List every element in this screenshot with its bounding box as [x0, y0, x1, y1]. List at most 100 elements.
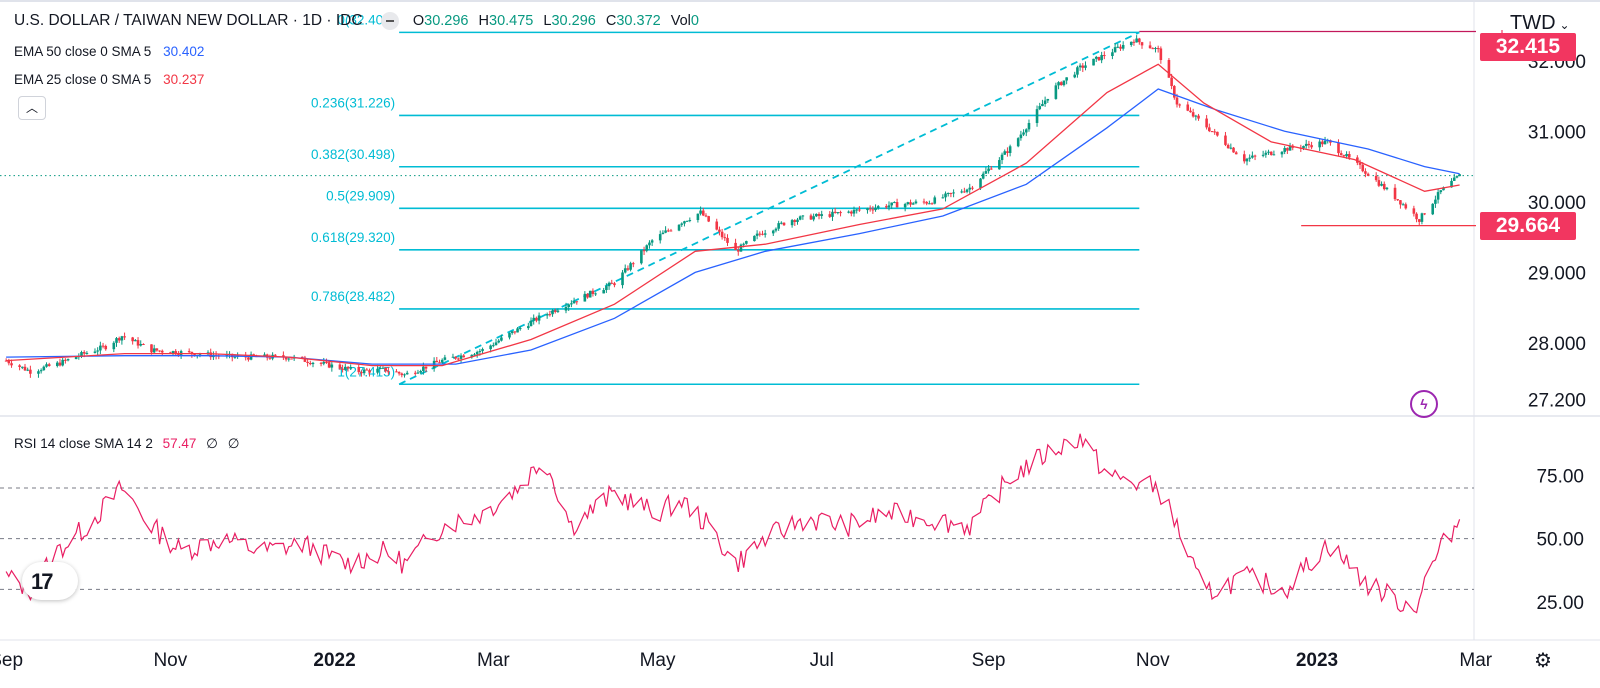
candle-body — [1264, 152, 1268, 155]
candle-body — [376, 368, 379, 373]
tradingview-logo[interactable]: 17 — [22, 562, 78, 600]
candle-body — [1269, 151, 1273, 155]
rsi-extra-2: ∅ — [227, 436, 240, 451]
candle-body — [1436, 192, 1440, 200]
candle-body — [290, 358, 293, 360]
ema25-legend[interactable]: EMA 25 close 0 SMA 5 30.237 — [14, 72, 204, 87]
candle-body — [944, 193, 947, 198]
rsi-legend[interactable]: RSI 14 close SMA 14 2 57.47 ∅ ∅ — [14, 436, 239, 452]
ema50-legend[interactable]: EMA 50 close 0 SMA 5 30.402 — [14, 44, 204, 59]
candle-body — [527, 326, 530, 329]
candle-body — [1210, 131, 1214, 133]
candle-body — [1361, 164, 1365, 172]
candle-body — [1100, 55, 1103, 61]
time-tick-label: Nov — [1136, 650, 1170, 671]
fib-level-label: 1(27.415) — [337, 364, 395, 379]
candle-body — [658, 234, 662, 241]
candle-body — [136, 340, 140, 346]
collapse-legend-button[interactable]: ︿ — [18, 96, 46, 120]
candle-body — [1138, 38, 1141, 43]
candle-body — [1229, 147, 1233, 149]
candle-body — [529, 320, 533, 327]
candle-body — [817, 213, 821, 216]
candle-body — [1092, 58, 1095, 66]
candle-body — [575, 301, 579, 303]
candle-body — [631, 263, 635, 265]
candle-body — [494, 342, 498, 346]
candle-body — [1347, 154, 1351, 158]
candle-body — [989, 168, 993, 170]
candle-body — [18, 365, 21, 368]
candle-body — [1245, 158, 1249, 162]
candle-body — [613, 283, 616, 286]
candle-body — [134, 340, 137, 342]
candle-body — [680, 223, 684, 225]
candle-body — [1412, 208, 1416, 214]
candle-body — [451, 356, 455, 358]
candle-body — [895, 202, 899, 208]
candle-body — [535, 317, 538, 321]
candle-body — [330, 364, 334, 368]
candle-body — [1178, 104, 1181, 106]
symbol-title[interactable]: U.S. DOLLAR / TAIWAN NEW DOLLAR · 1D · I… — [14, 12, 363, 29]
visibility-toggle-icon[interactable] — [380, 12, 399, 31]
candle-body — [478, 350, 482, 352]
candle-body — [45, 364, 48, 367]
candle-body — [187, 351, 191, 353]
candle-body — [815, 213, 818, 217]
ema50-line[interactable] — [6, 88, 1460, 365]
chevron-down-icon: ⌄ — [1559, 18, 1570, 32]
candle-body — [763, 233, 767, 235]
candle-body — [858, 209, 861, 211]
candle-body — [1129, 41, 1133, 46]
candle-body — [594, 293, 597, 295]
candle-body — [532, 317, 536, 321]
candle-body — [1393, 187, 1397, 200]
candle-body — [1267, 151, 1270, 153]
candle-body — [37, 371, 40, 374]
candle-body — [117, 338, 121, 341]
candle-body — [556, 310, 560, 312]
gear-icon[interactable]: ⚙ — [1534, 650, 1552, 672]
candle-body — [462, 355, 466, 358]
candle-body — [1248, 157, 1251, 159]
candle-body — [443, 357, 447, 360]
candle-body — [876, 206, 880, 208]
candle-body — [492, 345, 495, 347]
rsi-line[interactable] — [5, 433, 1461, 614]
candle-body — [1003, 151, 1007, 155]
candle-body — [545, 314, 549, 316]
candle-body — [66, 359, 70, 361]
candle-body — [696, 213, 700, 221]
candle-body — [322, 361, 326, 364]
candle-body — [704, 215, 708, 217]
candle-body — [1148, 45, 1152, 49]
time-tick-label: 2023 — [1296, 650, 1338, 671]
candle-body — [753, 235, 756, 242]
fib-level-label: 0.786(28.482) — [311, 289, 395, 304]
candle-body — [949, 192, 953, 194]
time-tick-label: Jul — [810, 650, 834, 671]
lightning-icon[interactable]: ϟ — [1410, 390, 1438, 418]
candle-body — [981, 173, 985, 179]
candle-body — [1121, 45, 1125, 49]
candle-body — [812, 216, 815, 220]
candle-body — [1450, 180, 1453, 188]
candle-body — [1154, 48, 1157, 50]
candle-body — [971, 187, 974, 189]
currency-label[interactable]: TWD ⌄ — [1510, 12, 1570, 34]
candle-body — [150, 344, 153, 353]
candle-body — [782, 222, 786, 226]
fib-trend-line[interactable] — [398, 31, 1140, 386]
candle-body — [922, 201, 926, 203]
fib-level-label: 0.382(30.498) — [311, 147, 395, 162]
candle-body — [177, 354, 180, 356]
symbol-legend: U.S. DOLLAR / TAIWAN NEW DOLLAR · 1D · I… — [14, 12, 705, 31]
candle-body — [96, 350, 99, 352]
ema25-line[interactable] — [6, 63, 1460, 367]
candle-body — [850, 211, 853, 214]
candle-body — [419, 371, 422, 373]
candle-body — [715, 221, 719, 230]
candle-body — [470, 354, 474, 358]
